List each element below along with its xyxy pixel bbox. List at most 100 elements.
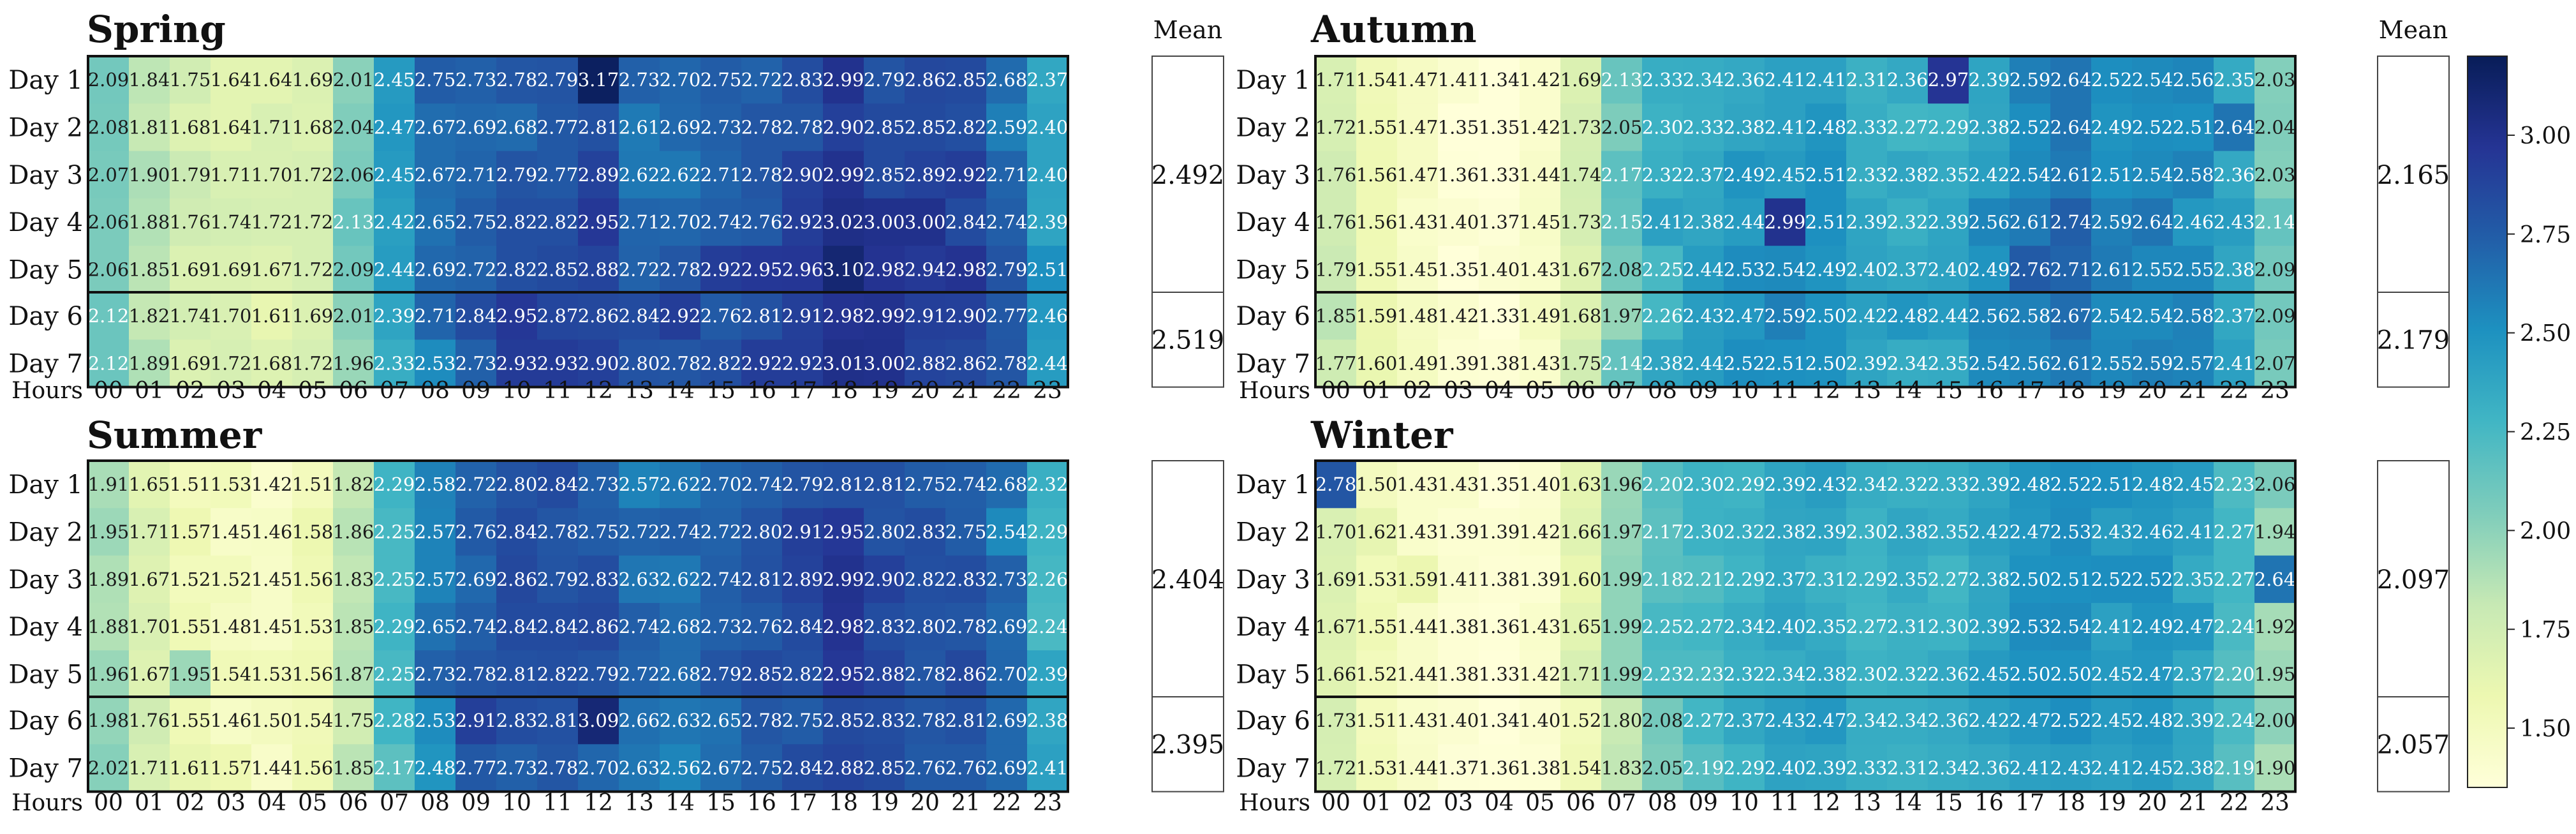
heatmap-cell: [2254, 339, 2296, 388]
cell-value-label: 2.54: [1765, 258, 1806, 280]
heatmap-cell: [2214, 508, 2255, 556]
heatmap-cell: [170, 56, 211, 104]
heatmap-cell: [578, 461, 619, 509]
heatmap-cell: [2173, 697, 2214, 745]
cell-value-label: 2.68: [660, 616, 701, 637]
cell-value-label: 2.52: [2132, 116, 2173, 138]
cell-value-label: 2.39: [1805, 521, 1847, 542]
heatmap-cell: [1027, 246, 1069, 294]
heatmap-cell: [496, 151, 538, 199]
heatmap-cell: [1805, 103, 1847, 152]
heatmap-cell: [455, 697, 497, 745]
heatmap-cell: [1805, 56, 1847, 104]
cell-value-label: 2.69: [455, 116, 497, 138]
heatmap-cell: [2132, 508, 2173, 556]
heatmap-cell: [823, 151, 864, 199]
cell-value-label: 2.30: [1928, 616, 1969, 637]
heatmap-cell: [2173, 103, 2214, 152]
cell-value-label: 2.00: [2254, 710, 2296, 731]
heatmap-cell: [88, 151, 130, 199]
cell-value-label: 2.30: [1683, 473, 1724, 495]
heatmap-cell: [2091, 198, 2133, 246]
cell-value-label: 1.42: [1438, 305, 1479, 327]
heatmap-cell: [2091, 555, 2133, 604]
heatmap-cell: [1479, 555, 1520, 604]
heatmap-cell: [1683, 103, 1724, 152]
heatmap-cell: [1765, 602, 1806, 651]
cell-value-label: 2.81: [945, 710, 987, 731]
hour-tick-label: 11: [1770, 378, 1800, 404]
heatmap-cell: [1928, 697, 1969, 745]
cell-value-label: 2.08: [88, 116, 130, 138]
cell-value-label: 2.04: [333, 116, 374, 138]
hour-tick-label: 19: [870, 378, 899, 404]
heatmap-cell: [455, 744, 497, 793]
cell-value-label: 2.13: [1601, 69, 1643, 91]
heatmap-cell: [1805, 697, 1847, 745]
heatmap-cell: [374, 151, 415, 199]
cell-value-label: 2.58: [2173, 164, 2214, 186]
heatmap-cell: [741, 461, 783, 509]
heatmap-cell: [537, 650, 579, 699]
heatmap-cell: [864, 650, 905, 699]
cell-value-label: 2.71: [700, 164, 742, 186]
heatmap-cell: [700, 555, 742, 604]
heatmap-cell: [251, 602, 293, 651]
cell-value-label: 1.39: [1479, 521, 1520, 542]
cell-value-label: 2.77: [537, 164, 579, 186]
hours-axis-label: Hours: [1239, 790, 1310, 816]
cell-value-label: 1.54: [211, 663, 252, 685]
cell-value-label: 2.84: [496, 616, 538, 637]
cell-value-label: 1.80: [1601, 710, 1643, 731]
hour-tick-label: 07: [1607, 790, 1636, 816]
cell-value-label: 1.55: [1356, 258, 1398, 280]
heatmap-cell: [333, 151, 374, 199]
heatmap-cell: [496, 292, 538, 340]
heatmap-cell: [1356, 555, 1398, 604]
heatmap-cell: [578, 339, 619, 388]
cell-value-label: 1.36: [1438, 164, 1479, 186]
cell-value-label: 2.81: [823, 473, 864, 495]
cell-value-label: 2.48: [2132, 473, 2173, 495]
cell-value-label: 2.80: [619, 352, 660, 374]
cell-value-label: 2.79: [864, 69, 905, 91]
heatmap-cell: [945, 744, 987, 793]
cell-value-label: 2.38: [1027, 710, 1069, 731]
cell-value-label: 2.42: [1969, 164, 2010, 186]
cell-value-label: 2.36: [1969, 757, 2010, 778]
hour-tick-label: 21: [951, 790, 981, 816]
cell-value-label: 1.42: [251, 473, 293, 495]
cell-value-label: 1.86: [333, 521, 374, 542]
cell-value-label: 2.38: [1887, 521, 1928, 542]
heatmap-cell: [1601, 103, 1643, 152]
cell-value-label: 1.52: [1560, 710, 1602, 731]
heatmap-cell: [1928, 56, 1969, 104]
heatmap-cell: [864, 198, 905, 246]
cell-value-label: 2.44: [1683, 352, 1724, 374]
heatmap-cell: [2214, 246, 2255, 294]
heatmap-cell: [905, 56, 946, 104]
heatmap-cell: [1642, 744, 1684, 793]
cell-value-label: 2.61: [2010, 211, 2051, 233]
cell-value-label: 2.24: [2214, 710, 2255, 731]
heatmap-cell: [2010, 461, 2051, 509]
heatmap-cell: [864, 508, 905, 556]
cell-value-label: 2.67: [2050, 305, 2092, 327]
cell-value-label: 2.74: [660, 521, 701, 542]
cell-value-label: 2.51: [1027, 258, 1069, 280]
cell-value-label: 1.72: [292, 164, 334, 186]
cell-value-label: 1.33: [1479, 663, 1520, 685]
cell-value-label: 2.63: [660, 710, 701, 731]
heatmap-cell: [1928, 508, 1969, 556]
cell-value-label: 1.71: [1315, 69, 1357, 91]
heatmap-cell: [1805, 151, 1847, 199]
cell-value-label: 2.30: [1846, 521, 1888, 542]
colorbar: 1.501.752.002.252.502.753.00: [2467, 56, 2571, 788]
cell-value-label: 2.75: [741, 757, 783, 778]
heatmap-cell: [1397, 151, 1439, 199]
cell-value-label: 2.09: [88, 69, 130, 91]
heatmap-cell: [782, 461, 824, 509]
heatmap-cell: [2091, 744, 2133, 793]
heatmap-cell: [1846, 697, 1888, 745]
cell-value-label: 2.98: [945, 258, 987, 280]
